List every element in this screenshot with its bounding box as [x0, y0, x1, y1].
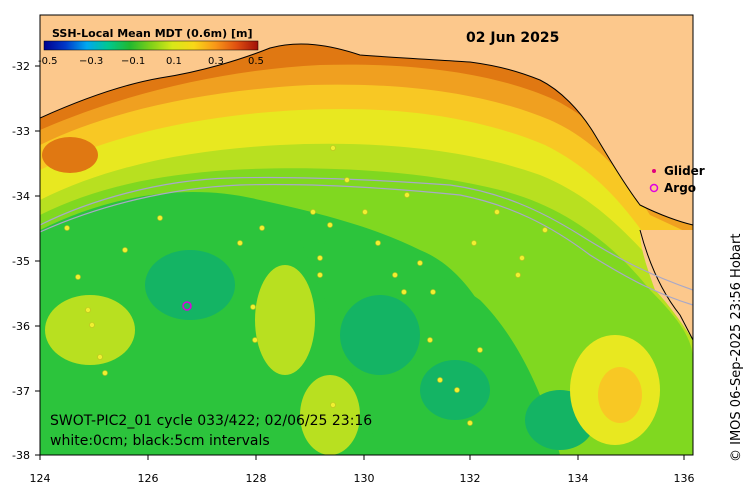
x-tick-label: 136: [674, 472, 695, 485]
legend-glider-label: Glider: [664, 164, 705, 178]
colorbar-tick: −0.3: [79, 56, 103, 67]
colorbar-tick: −0.1: [121, 56, 145, 67]
x-tick-label: 134: [568, 472, 589, 485]
glider-legend-icon: [652, 169, 656, 173]
x-tick-label: 132: [460, 472, 481, 485]
orange-blob-west: [42, 137, 98, 173]
lime-patch-3: [45, 295, 135, 365]
legend: Glider Argo: [649, 164, 705, 195]
green-field-center: [300, 240, 560, 455]
plot-frame: [39, 14, 694, 456]
colorbar: SSH-Local Mean MDT (0.6m) [m] -0.5 −0.3 …: [38, 27, 264, 67]
y-tick-label: -36: [12, 320, 30, 333]
colorbar-tick: 0.5: [248, 56, 264, 67]
teal-eddy-1: [145, 250, 235, 320]
coastline-southeast: [639, 229, 693, 341]
bathymetry-contour-1: [40, 176, 693, 291]
bathymetry-contour-2: [40, 183, 693, 306]
info-line-1: SWOT-PIC2_01 cycle 033/422; 02/06/25 23:…: [50, 413, 372, 429]
credit-text: © IMOS 06-Sep-2025 23:56 Hobart: [729, 234, 744, 462]
legend-argo-label: Argo: [664, 181, 696, 195]
argo-legend-icon: [649, 183, 659, 193]
colorbar-title: SSH-Local Mean MDT (0.6m) [m]: [52, 27, 252, 40]
x-tick-label: 126: [138, 472, 159, 485]
colorbar-gradient: [43, 40, 259, 51]
x-axis: [39, 455, 685, 460]
y-tick-label: -35: [12, 255, 30, 268]
y-tick-label: -38: [12, 449, 30, 462]
y-axis: [35, 65, 40, 456]
y-tick-label: -37: [12, 385, 30, 398]
land-southeast: [640, 230, 693, 340]
x-tick-label: 124: [30, 472, 51, 485]
land-mass: [40, 15, 693, 225]
x-tick-label: 128: [246, 472, 267, 485]
argo-marker[interactable]: [182, 301, 192, 311]
info-line-2: white:0cm; black:5cm intervals: [50, 433, 270, 449]
orange-patch-east: [598, 367, 642, 423]
lime-patch-1: [255, 265, 315, 375]
y-tick-label: -34: [12, 190, 30, 203]
float-markers: [64, 145, 548, 426]
x-tick-label: 130: [354, 472, 375, 485]
map-date: 02 Jun 2025: [466, 30, 559, 46]
coastline: [40, 43, 693, 226]
colorbar-tick: -0.5: [38, 56, 58, 67]
map-plot-area: [40, 15, 693, 455]
y-tick-label: -33: [12, 125, 30, 138]
lime-patch-2: [300, 375, 360, 455]
colorbar-tick: 0.3: [208, 56, 224, 67]
teal-eddy-2: [340, 295, 420, 375]
y-tick-label: -32: [12, 60, 30, 73]
colorbar-tick: 0.1: [166, 56, 182, 67]
